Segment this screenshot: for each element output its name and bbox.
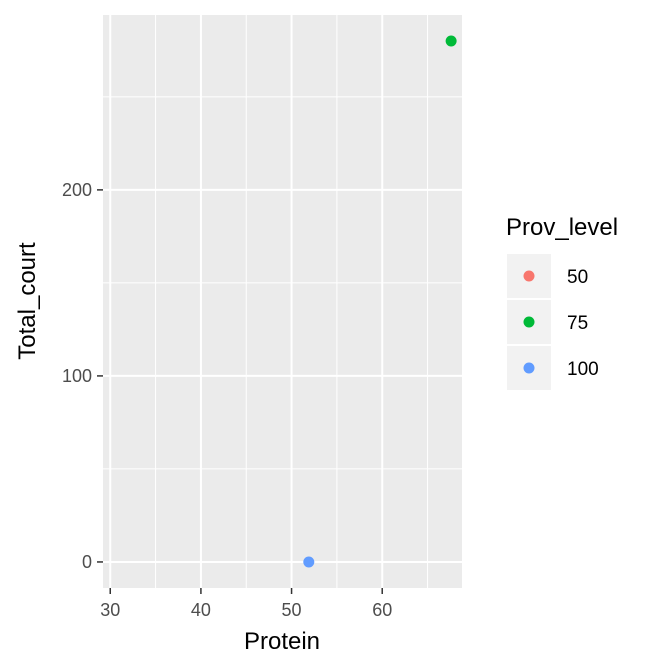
y-axis-title: Total_court [14, 242, 41, 360]
y-axis: 0 100 200 [62, 180, 103, 572]
x-axis-title: Protein [244, 628, 320, 655]
data-point [445, 35, 457, 47]
data-point [303, 556, 315, 568]
legend-label: 50 [567, 267, 588, 288]
y-tick-label: 200 [62, 180, 92, 200]
legend-marker [523, 362, 535, 374]
minor-gridlines [103, 15, 462, 588]
legend: Prov_level 50 75 100 [506, 214, 618, 390]
x-tick-label: 40 [191, 600, 211, 620]
x-axis: 30 40 50 60 [100, 588, 392, 620]
major-gridlines [103, 15, 462, 588]
legend-marker [523, 270, 535, 282]
x-tick-label: 50 [282, 600, 302, 620]
data-points [303, 35, 457, 568]
legend-marker [523, 316, 535, 328]
legend-title: Prov_level [506, 214, 618, 241]
y-tick-label: 0 [82, 552, 92, 572]
x-tick-label: 30 [100, 600, 120, 620]
y-tick-label: 100 [62, 366, 92, 386]
legend-label: 100 [567, 359, 599, 380]
legend-label: 75 [567, 313, 588, 334]
x-tick-label: 60 [372, 600, 392, 620]
plot-panel [103, 15, 462, 588]
